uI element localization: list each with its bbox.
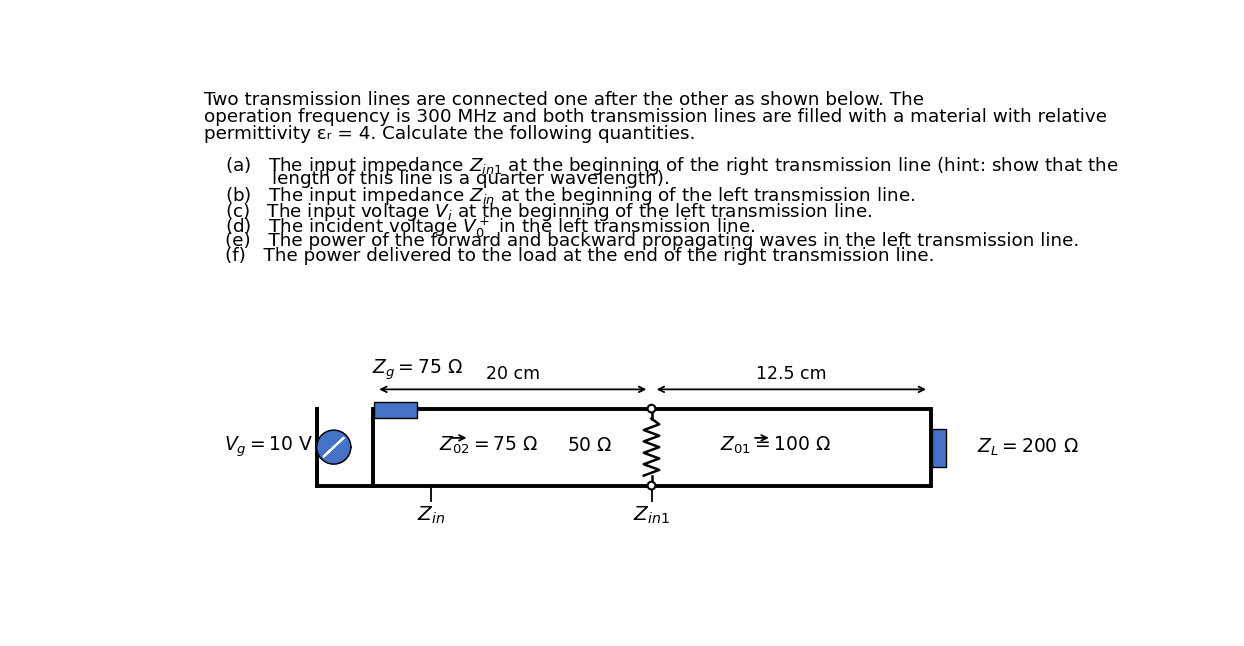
Text: operation frequency is 300 MHz and both transmission lines are filled with a mat: operation frequency is 300 MHz and both …: [204, 109, 1107, 127]
Text: (e)   The power of the forward and backward propagating waves in the left transm: (e) The power of the forward and backwar…: [225, 231, 1080, 249]
Text: Two transmission lines are connected one after the other as shown below. The: Two transmission lines are connected one…: [204, 91, 923, 109]
Text: $Z_{02} = 75\ \Omega$: $Z_{02} = 75\ \Omega$: [439, 435, 539, 456]
Text: 20 cm: 20 cm: [485, 365, 540, 383]
Circle shape: [648, 405, 656, 412]
Text: $Z_{in}$: $Z_{in}$: [417, 505, 444, 526]
Text: permittivity εᵣ = 4. Calculate the following quantities.: permittivity εᵣ = 4. Calculate the follo…: [204, 125, 695, 143]
Text: (c)   The input voltage $V_i$ at the beginning of the left transmission line.: (c) The input voltage $V_i$ at the begin…: [225, 201, 872, 223]
Text: (a)   The input impedance $Z_{in1}$ at the beginning of the right transmission l: (a) The input impedance $Z_{in1}$ at the…: [225, 154, 1118, 176]
Text: length of this line is a quarter wavelength).: length of this line is a quarter wavelen…: [225, 170, 671, 188]
Circle shape: [648, 482, 656, 490]
Polygon shape: [317, 430, 351, 464]
Text: $Z_g = 75\ \Omega$: $Z_g = 75\ \Omega$: [372, 357, 463, 382]
Text: (d)   The incident voltage $V_0^+$ in the left transmission line.: (d) The incident voltage $V_0^+$ in the …: [225, 216, 755, 240]
Text: $50\ \Omega$: $50\ \Omega$: [567, 436, 613, 455]
Text: $V_g = 10\ \mathrm{V}$: $V_g = 10\ \mathrm{V}$: [224, 435, 313, 459]
Text: $Z_{01} = 100\ \Omega$: $Z_{01} = 100\ \Omega$: [720, 435, 831, 456]
Text: (b)   The input impedance $Z_{in}$ at the beginning of the left transmission lin: (b) The input impedance $Z_{in}$ at the …: [225, 185, 916, 207]
Bar: [374, 402, 417, 418]
Text: $Z_L = 200\ \Omega$: $Z_L = 200\ \Omega$: [977, 437, 1079, 458]
Text: 12.5 cm: 12.5 cm: [755, 365, 826, 383]
Text: $Z_{in1}$: $Z_{in1}$: [633, 505, 669, 526]
Text: (f)   The power delivered to the load at the end of the right transmission line.: (f) The power delivered to the load at t…: [225, 247, 934, 265]
Bar: [932, 429, 945, 467]
